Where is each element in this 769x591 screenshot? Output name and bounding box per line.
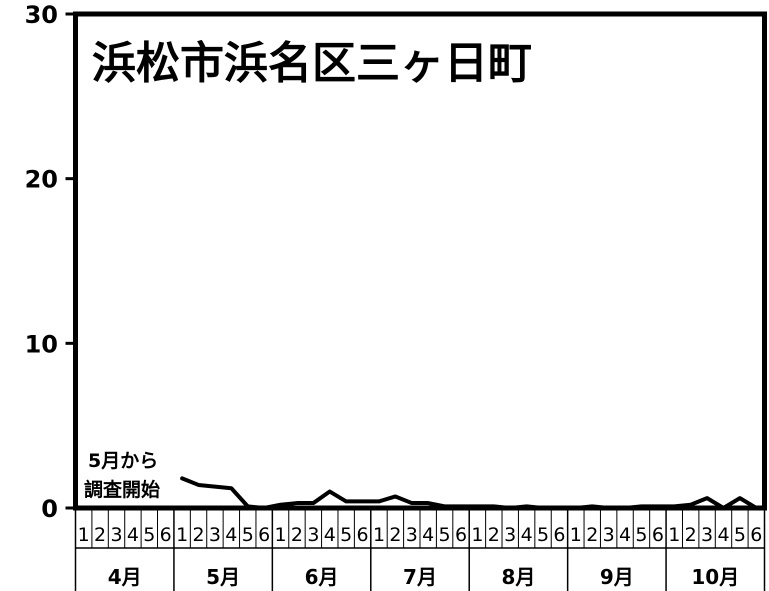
week-tick-label: 1 <box>78 524 90 546</box>
week-tick-label: 5 <box>635 524 647 546</box>
month-label: 10月 <box>691 565 739 589</box>
week-tick-label: 2 <box>488 524 500 546</box>
week-tick-label: 3 <box>307 524 319 546</box>
week-tick-label: 3 <box>110 524 122 546</box>
week-tick-label: 5 <box>537 524 549 546</box>
week-tick-label: 5 <box>439 524 451 546</box>
week-tick-label: 4 <box>619 524 631 546</box>
month-label: 7月 <box>403 565 437 589</box>
week-tick-label: 1 <box>176 524 188 546</box>
week-tick-label: 6 <box>455 524 467 546</box>
week-tick-label: 4 <box>127 524 139 546</box>
week-tick-label: 1 <box>471 524 483 546</box>
week-tick-label: 5 <box>242 524 254 546</box>
week-tick-label: 6 <box>750 524 762 546</box>
week-tick-label: 6 <box>160 524 172 546</box>
week-tick-label: 2 <box>291 524 303 546</box>
annotation-line-1: 5月から <box>88 450 158 472</box>
month-label: 8月 <box>501 565 535 589</box>
week-tick-label: 6 <box>357 524 369 546</box>
week-tick-label: 3 <box>701 524 713 546</box>
annotation-line-2: 調査開始 <box>84 478 160 501</box>
week-tick-label: 5 <box>143 524 155 546</box>
week-tick-label: 3 <box>406 524 418 546</box>
week-tick-label: 4 <box>717 524 729 546</box>
week-tick-label: 6 <box>553 524 565 546</box>
month-label: 5月 <box>206 565 240 589</box>
y-tick-label: 10 <box>25 330 58 358</box>
week-tick-label: 1 <box>373 524 385 546</box>
chart-title: 浜松市浜名区三ヶ日町 <box>92 38 532 89</box>
week-tick-label: 2 <box>685 524 697 546</box>
week-tick-label: 2 <box>192 524 204 546</box>
week-tick-label: 5 <box>734 524 746 546</box>
week-tick-label: 5 <box>340 524 352 546</box>
series-line <box>180 476 759 510</box>
week-tick-label: 2 <box>586 524 598 546</box>
week-tick-label: 6 <box>652 524 664 546</box>
week-tick-label: 1 <box>275 524 287 546</box>
y-tick-label: 20 <box>25 166 58 194</box>
y-axis-ticks: 0 10 20 30 <box>25 1 76 523</box>
week-tick-label: 3 <box>603 524 615 546</box>
y-tick-label: 0 <box>41 495 58 523</box>
month-label: 4月 <box>108 565 142 589</box>
series-layer <box>180 476 759 510</box>
annotation: 5月から 調査開始 <box>84 450 160 501</box>
week-tick-label: 3 <box>504 524 516 546</box>
y-tick-label: 30 <box>25 1 58 29</box>
week-tick-label: 4 <box>225 524 237 546</box>
week-tick-label: 4 <box>324 524 336 546</box>
week-tick-label: 1 <box>570 524 582 546</box>
month-label: 6月 <box>305 565 339 589</box>
week-tick-label: 4 <box>422 524 434 546</box>
week-tick-label: 2 <box>94 524 106 546</box>
week-tick-label: 6 <box>258 524 270 546</box>
week-tick-label: 1 <box>668 524 680 546</box>
week-tick-label: 4 <box>521 524 533 546</box>
week-tick-label: 3 <box>209 524 221 546</box>
week-tick-label: 2 <box>389 524 401 546</box>
month-label: 9月 <box>600 565 634 589</box>
